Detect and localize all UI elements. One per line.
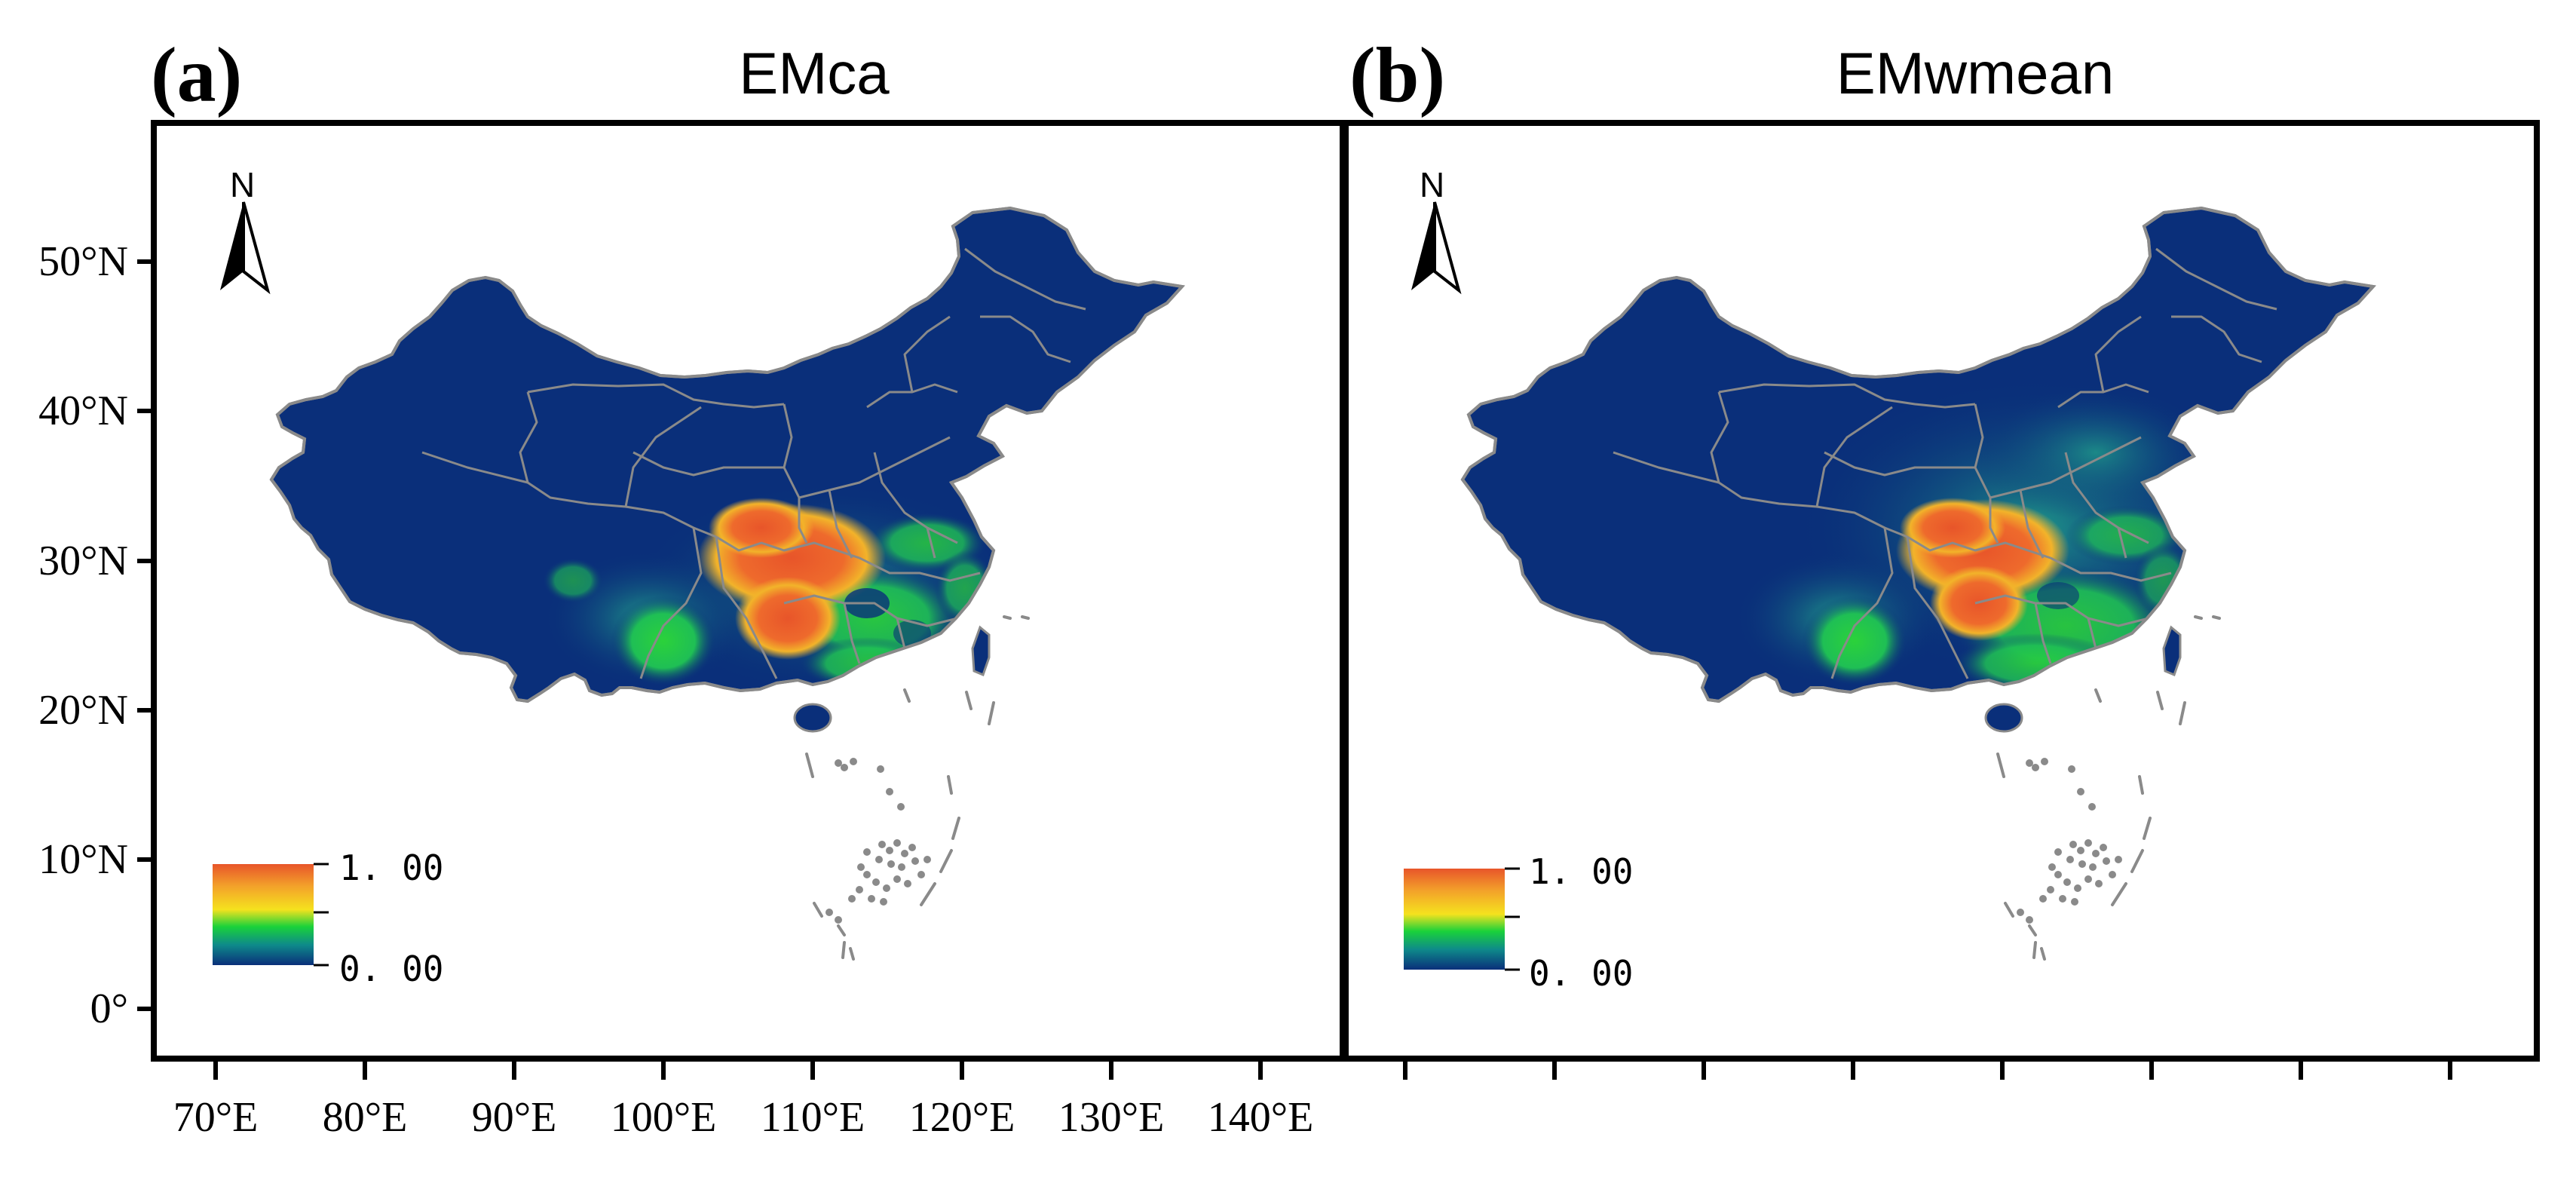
lat-label-30: 30°N: [38, 538, 128, 584]
lat-label-40: 40°N: [38, 388, 128, 434]
panel-a-map: [213, 201, 1184, 967]
lat-label-10: 10°N: [38, 836, 128, 883]
lat-label-20: 20°N: [38, 687, 128, 734]
lon-label-120: 120°E: [908, 1094, 1015, 1141]
lon-label-100: 100°E: [610, 1094, 717, 1141]
panel-b-frame: [1343, 120, 2540, 1062]
lon-label-90: 90°E: [471, 1094, 557, 1141]
panel-a-north-letter: N: [230, 165, 256, 204]
panel-b-legend-min: 0. 00: [1529, 953, 1634, 994]
panel-b-north-letter: N: [1420, 165, 1445, 204]
lon-label-140: 140°E: [1207, 1094, 1314, 1141]
lon-ticks-a: [213, 1059, 1263, 1080]
panel-a-legend-max: 1. 00: [339, 847, 444, 888]
panel-a-north-arrow-icon: [220, 201, 271, 295]
panel-b-title: EMwmean: [1836, 40, 2115, 106]
panel-a-legend-bar: [213, 864, 314, 965]
lon-ticks-b: [1403, 1059, 2452, 1080]
lat-ticks: [137, 259, 154, 1011]
panel-b-label: (b): [1349, 32, 1446, 118]
panel-a-title: EMca: [739, 40, 890, 106]
lat-label-50: 50°N: [38, 238, 128, 285]
panel-a-label: (a): [151, 32, 243, 118]
panel-b-legend-bar: [1404, 869, 1505, 970]
lon-label-130: 130°E: [1058, 1094, 1165, 1141]
panel-b-map: [1404, 201, 2375, 971]
lon-label-110: 110°E: [760, 1094, 865, 1141]
lon-label-70: 70°E: [173, 1094, 259, 1141]
lat-label-0: 0°: [90, 985, 128, 1032]
lon-label-80: 80°E: [322, 1094, 408, 1141]
panel-b-legend-max: 1. 00: [1529, 851, 1634, 892]
panel-a-legend-min: 0. 00: [339, 949, 444, 989]
panel-b-north-arrow-icon: [1411, 201, 1462, 295]
